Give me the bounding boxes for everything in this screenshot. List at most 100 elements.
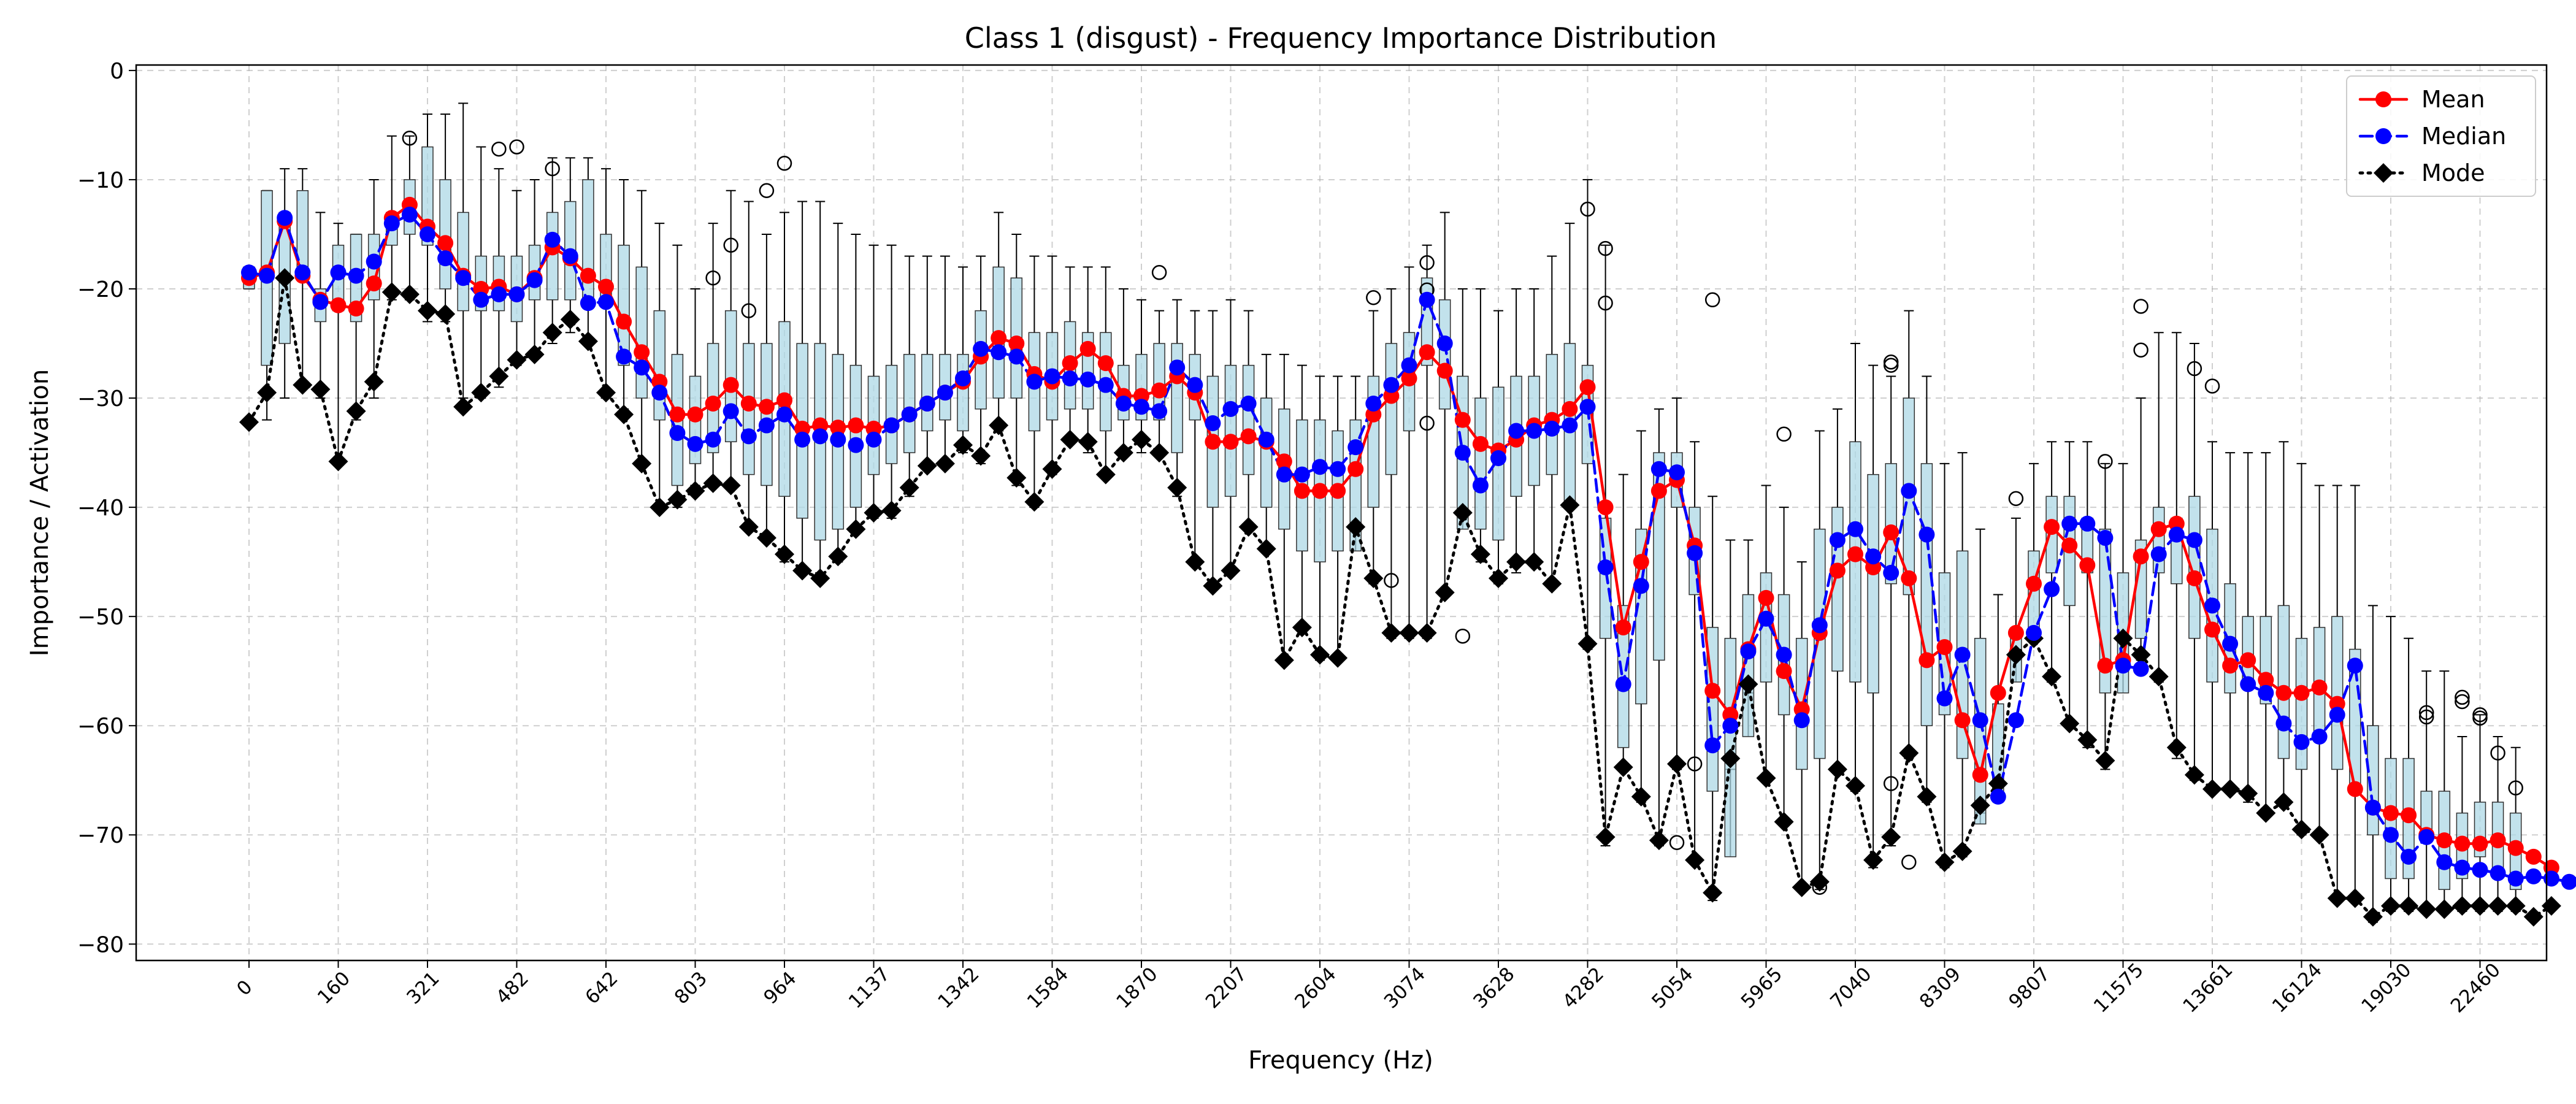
median-point: [1472, 477, 1489, 494]
mode-point: [2399, 895, 2419, 916]
median-point: [1365, 395, 1382, 412]
mode-point: [1542, 573, 1562, 594]
mode-point: [1221, 561, 1241, 581]
outlier-point: [1598, 295, 1613, 311]
median-point: [508, 286, 525, 302]
mode-point: [2095, 751, 2115, 771]
median-point: [2240, 676, 2256, 692]
mode-point: [828, 546, 848, 567]
mode-point: [489, 366, 509, 386]
mean-point: [2150, 521, 2167, 537]
y-tick-label: −50: [77, 605, 124, 630]
outlier-point: [491, 141, 507, 157]
median-point: [1240, 395, 1257, 412]
mean-point: [1936, 639, 1953, 655]
mode-point: [917, 456, 937, 476]
median-point: [1097, 377, 1114, 393]
mode-point: [1256, 539, 1276, 559]
mode-point: [1060, 429, 1080, 450]
mode-point: [2274, 792, 2294, 812]
mean-point: [598, 278, 614, 295]
median-point: [651, 385, 668, 401]
boxplot: [2420, 670, 2432, 912]
median-point: [758, 417, 775, 434]
box: [1599, 518, 1612, 639]
median-point: [1669, 464, 1685, 481]
median-point: [740, 428, 757, 445]
mean-point: [705, 395, 721, 412]
mode-point: [881, 500, 902, 521]
mode-point: [2381, 895, 2401, 916]
median-point: [669, 425, 686, 442]
outlier-point: [1151, 265, 1167, 280]
mode-point: [1720, 748, 1741, 769]
mean-point: [2061, 537, 2078, 554]
mean-point: [580, 267, 596, 284]
mode-point: [1988, 773, 2008, 794]
mean-point: [865, 420, 882, 437]
mean-point: [2543, 859, 2559, 876]
median-point: [437, 250, 454, 267]
median-point: [955, 370, 971, 386]
mean-point: [794, 420, 811, 437]
median-point: [1972, 712, 1988, 729]
box: [1260, 397, 1273, 508]
legend: Mean Median Mode: [2346, 75, 2536, 197]
mode-point: [293, 375, 313, 395]
mode-point: [650, 497, 670, 518]
mode-point: [1595, 827, 1616, 847]
outlier-point: [2418, 705, 2434, 721]
mode-point: [2309, 825, 2329, 845]
series-markers: [239, 196, 2576, 927]
median-point: [2186, 532, 2202, 548]
box: [2188, 496, 2201, 639]
median-point: [1312, 459, 1328, 475]
mode-point: [1489, 568, 1508, 588]
mode-point: [2184, 765, 2204, 785]
median-point: [830, 431, 846, 448]
mean-point: [1776, 663, 1792, 680]
median-point: [1133, 399, 1149, 415]
mode-point: [596, 383, 616, 403]
mode-point: [685, 481, 705, 501]
mean-point: [1240, 428, 1257, 445]
mean-point: [2347, 781, 2363, 797]
boxplot: [2188, 343, 2201, 781]
median-point: [991, 344, 1007, 361]
mean-point: [634, 344, 650, 361]
mean-point: [1133, 388, 1149, 404]
median-point: [1401, 357, 1417, 374]
outlier-point: [776, 155, 792, 171]
outlier-point: [1669, 835, 1685, 850]
box: [1242, 364, 1255, 475]
median-point: [1508, 423, 1525, 439]
median-point: [2097, 529, 2114, 546]
mean-point: [740, 395, 757, 412]
mean-point: [1222, 434, 1239, 450]
mean-point: [1597, 499, 1614, 516]
median-point: [1044, 368, 1060, 385]
mode-point: [435, 304, 456, 324]
mode-point: [1917, 786, 1937, 807]
mode-point: [2131, 645, 2151, 665]
outlier-point: [2133, 342, 2149, 358]
median-point: [1187, 377, 1203, 393]
median-point: [455, 270, 472, 286]
median-point: [1454, 445, 1471, 461]
median-point: [2079, 515, 2096, 532]
median-point: [1776, 646, 1792, 663]
mean-point: [616, 313, 632, 330]
mode-point: [935, 453, 955, 473]
median-point: [2454, 859, 2471, 876]
mode-point: [2327, 888, 2347, 908]
median-point: [1758, 610, 1774, 627]
median-point: [2401, 848, 2417, 865]
mode-point: [1899, 743, 1919, 763]
mean-point: [1097, 355, 1114, 372]
mean-point: [1079, 340, 1096, 357]
median-point: [1597, 559, 1614, 576]
mode-point: [721, 475, 741, 496]
mean-point: [1205, 434, 1221, 450]
mode-point: [1667, 754, 1687, 774]
median-point: [1615, 676, 1631, 692]
